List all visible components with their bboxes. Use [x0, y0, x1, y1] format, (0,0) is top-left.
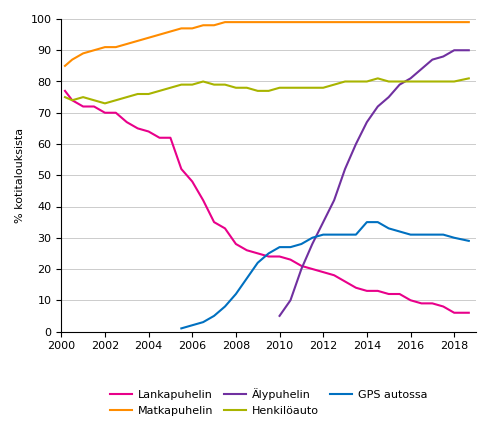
Y-axis label: % kotitalouksista: % kotitalouksista: [15, 128, 25, 223]
Legend: Lankapuhelin, Matkapuhelin, Älypuhelin, Henkilöauto, GPS autossa: Lankapuhelin, Matkapuhelin, Älypuhelin, …: [106, 384, 432, 420]
